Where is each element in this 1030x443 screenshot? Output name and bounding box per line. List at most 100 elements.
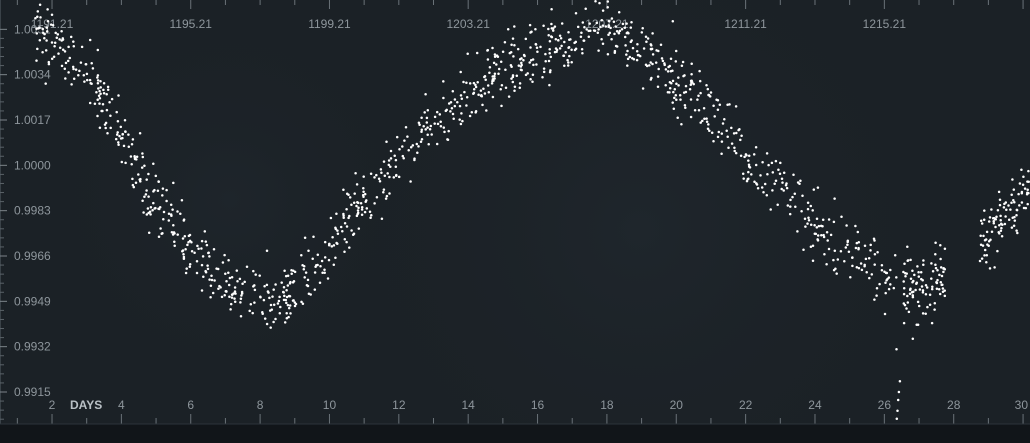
data-point	[677, 76, 680, 79]
data-point	[733, 147, 736, 150]
data-point	[1015, 214, 1018, 217]
data-point	[240, 315, 243, 318]
data-point	[505, 87, 508, 90]
data-point	[1005, 209, 1008, 212]
data-point	[904, 304, 907, 307]
data-point	[53, 45, 56, 48]
data-point	[170, 204, 173, 207]
data-point	[577, 26, 580, 29]
data-point	[163, 211, 166, 214]
data-point	[818, 225, 821, 228]
data-point	[813, 224, 816, 227]
data-point	[67, 71, 70, 74]
data-point	[181, 250, 184, 253]
data-point	[998, 224, 1001, 227]
x-tick-label: 18	[600, 398, 614, 412]
data-point	[416, 143, 419, 146]
data-point	[766, 194, 769, 197]
data-point	[671, 101, 674, 104]
data-point	[449, 110, 452, 113]
data-point	[416, 151, 419, 154]
data-point	[851, 256, 854, 259]
top-tick-label: 1215.21	[863, 17, 907, 31]
data-point	[433, 122, 436, 125]
data-point	[574, 49, 577, 52]
data-point	[103, 82, 106, 85]
data-point	[101, 110, 104, 113]
data-point	[123, 145, 126, 148]
data-point	[307, 279, 310, 282]
data-point	[364, 200, 367, 203]
data-point	[120, 137, 123, 140]
data-point	[675, 94, 678, 97]
data-point	[988, 240, 991, 243]
data-point	[121, 133, 124, 136]
data-point	[278, 300, 281, 303]
data-point	[583, 26, 586, 29]
data-point	[551, 36, 554, 39]
data-point	[755, 146, 758, 149]
data-point	[287, 316, 290, 319]
data-point	[266, 323, 269, 326]
data-point	[690, 73, 693, 76]
data-point	[825, 263, 828, 266]
data-point	[920, 271, 923, 274]
data-point	[857, 248, 860, 251]
data-point	[631, 57, 634, 60]
data-point	[60, 30, 63, 33]
data-point	[252, 270, 255, 273]
data-point	[781, 178, 784, 181]
data-point	[616, 30, 619, 33]
data-point	[771, 162, 774, 165]
data-point	[777, 169, 780, 172]
x-tick-label: 20	[670, 398, 684, 412]
data-point	[940, 266, 943, 269]
data-point	[556, 49, 559, 52]
data-point	[285, 289, 288, 292]
data-point	[986, 243, 989, 246]
top-tick-label: 1195.21	[169, 17, 212, 31]
data-point	[426, 117, 429, 120]
data-point	[711, 132, 714, 135]
data-point	[731, 142, 734, 145]
data-point	[794, 205, 797, 208]
data-point	[473, 82, 476, 85]
data-point	[302, 302, 305, 305]
data-point	[994, 218, 997, 221]
data-point	[271, 295, 274, 298]
data-point	[582, 21, 585, 24]
data-point	[284, 321, 287, 324]
data-point	[685, 85, 688, 88]
data-point	[437, 123, 440, 126]
data-point	[476, 52, 479, 55]
data-point	[541, 76, 544, 79]
y-tick-label: 1.0034	[14, 68, 51, 82]
data-point	[817, 186, 820, 189]
data-point	[420, 117, 423, 120]
data-point	[888, 288, 891, 291]
data-point	[941, 283, 944, 286]
data-point	[504, 68, 507, 71]
data-point	[440, 125, 443, 128]
data-point	[1015, 229, 1018, 232]
data-point	[939, 258, 942, 261]
data-point	[931, 322, 934, 325]
data-point	[250, 303, 253, 306]
top-tick-label: 1203.21	[446, 17, 490, 31]
data-point	[761, 186, 764, 189]
data-point	[884, 313, 887, 316]
data-point	[999, 219, 1002, 222]
data-point	[868, 277, 871, 280]
data-point	[362, 175, 365, 178]
y-tick-label: 0.9932	[14, 340, 51, 354]
data-point	[816, 226, 819, 229]
data-point	[229, 277, 232, 280]
data-point	[158, 236, 161, 239]
data-point	[57, 33, 60, 36]
data-point	[568, 38, 571, 41]
data-point	[748, 164, 751, 167]
data-point	[865, 271, 868, 274]
data-point	[207, 268, 210, 271]
